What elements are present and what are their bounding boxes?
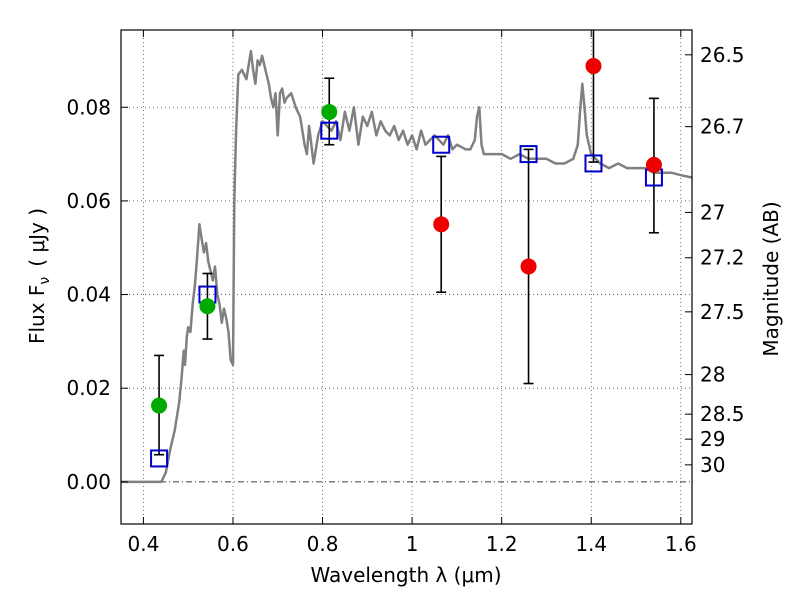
x-tick-label: 1.2 bbox=[486, 532, 518, 556]
y-tick-label: 0.08 bbox=[66, 95, 111, 119]
y-tick-label: 0.06 bbox=[66, 189, 111, 213]
y-axis-label-right: Magnitude (AB) bbox=[759, 201, 783, 356]
axes-layer: 0.4 0.6 0.8 1 1.2 1.4 1.6 0.00 0.02 0.04 0.06 0.08 2… bbox=[66, 29, 745, 556]
model-band-square bbox=[150, 449, 169, 468]
model-band-square bbox=[432, 135, 451, 154]
y-axis-label-main: Flux F bbox=[25, 285, 49, 344]
y-axis-label-left: Flux Fν ( μJy ) bbox=[25, 208, 53, 344]
y-axis-label-sub: ν bbox=[37, 277, 53, 285]
right-tick-label: 26.5 bbox=[700, 43, 745, 67]
x-tick-label: 1.4 bbox=[575, 532, 607, 556]
model-spectrum-line bbox=[121, 49, 692, 484]
x-tick-label: 1 bbox=[406, 532, 419, 556]
y-axis-label-unit: ( μJy ) bbox=[25, 208, 49, 267]
model-spectrum-layer bbox=[121, 49, 692, 484]
detection-point bbox=[321, 103, 338, 120]
y-tick-label: 0.02 bbox=[66, 376, 111, 400]
right-tick-label: 29 bbox=[700, 427, 725, 451]
limit-point bbox=[520, 258, 537, 275]
right-tick-label: 27.2 bbox=[700, 246, 745, 270]
right-tick-label: 27 bbox=[700, 200, 725, 224]
y-tick-label: 0.00 bbox=[66, 470, 111, 494]
model-band-square bbox=[519, 145, 538, 164]
detection-point bbox=[199, 298, 216, 315]
plot-frame bbox=[120, 29, 693, 525]
right-tick-label: 28 bbox=[700, 363, 725, 387]
x-tick-label: 1.6 bbox=[665, 532, 697, 556]
x-axis-label: Wavelength λ (μm) bbox=[310, 563, 501, 587]
y-tick-label: 0.04 bbox=[66, 283, 111, 307]
detection-point bbox=[151, 397, 168, 414]
grid-layer bbox=[121, 30, 692, 524]
right-tick-label: 30 bbox=[700, 453, 725, 477]
photometry-layer bbox=[151, 58, 662, 414]
model-band-square bbox=[320, 121, 339, 140]
model-band-square bbox=[584, 154, 603, 173]
limit-point bbox=[645, 156, 662, 173]
x-tick-label: 0.8 bbox=[307, 532, 339, 556]
limit-point bbox=[585, 58, 602, 75]
x-tick-label: 0.4 bbox=[127, 532, 159, 556]
svg-text:Flux Fν( μJy ): Flux Fν ( μJy ) bbox=[25, 208, 53, 344]
limit-point bbox=[433, 216, 450, 233]
right-tick-label: 28.5 bbox=[700, 402, 745, 426]
right-tick-label: 27.5 bbox=[700, 300, 745, 324]
right-tick-label: 26.7 bbox=[700, 115, 745, 139]
x-tick-label: 0.6 bbox=[217, 532, 249, 556]
